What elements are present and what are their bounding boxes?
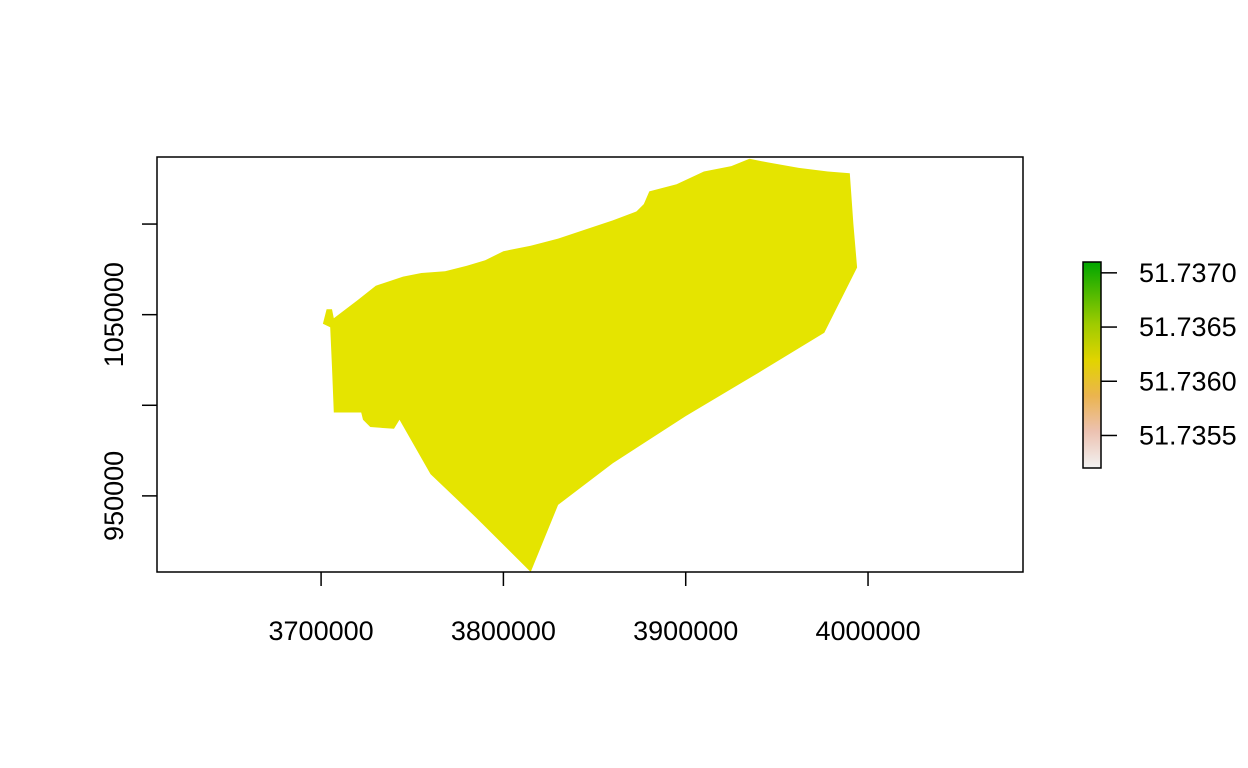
x-tick-label: 3700000 [269, 616, 374, 646]
legend-tick-label: 51.7370 [1139, 258, 1237, 288]
y-tick-label: 950000 [99, 451, 129, 541]
x-tick-label: 4000000 [815, 616, 920, 646]
legend-tick-label: 51.7355 [1139, 420, 1237, 450]
x-axis: 3700000 3800000 3900000 4000000 [269, 572, 921, 646]
legend-color-bar [1082, 261, 1102, 469]
raster-layer [322, 158, 858, 572]
legend-ticks: 51.7355 51.7360 51.7365 51.7370 [1101, 258, 1237, 450]
x-tick-label: 3800000 [451, 616, 556, 646]
x-tick-label: 3900000 [633, 616, 738, 646]
y-axis: 950000 1050000 [99, 223, 157, 541]
raster-fill-area [322, 158, 858, 572]
color-legend: 51.7355 51.7360 51.7365 51.7370 [1082, 258, 1237, 469]
y-tick-label: 1050000 [99, 262, 129, 367]
plot-frame [156, 156, 1024, 573]
legend-tick-label: 51.7365 [1139, 312, 1237, 342]
legend-tick-label: 51.7360 [1139, 366, 1237, 396]
